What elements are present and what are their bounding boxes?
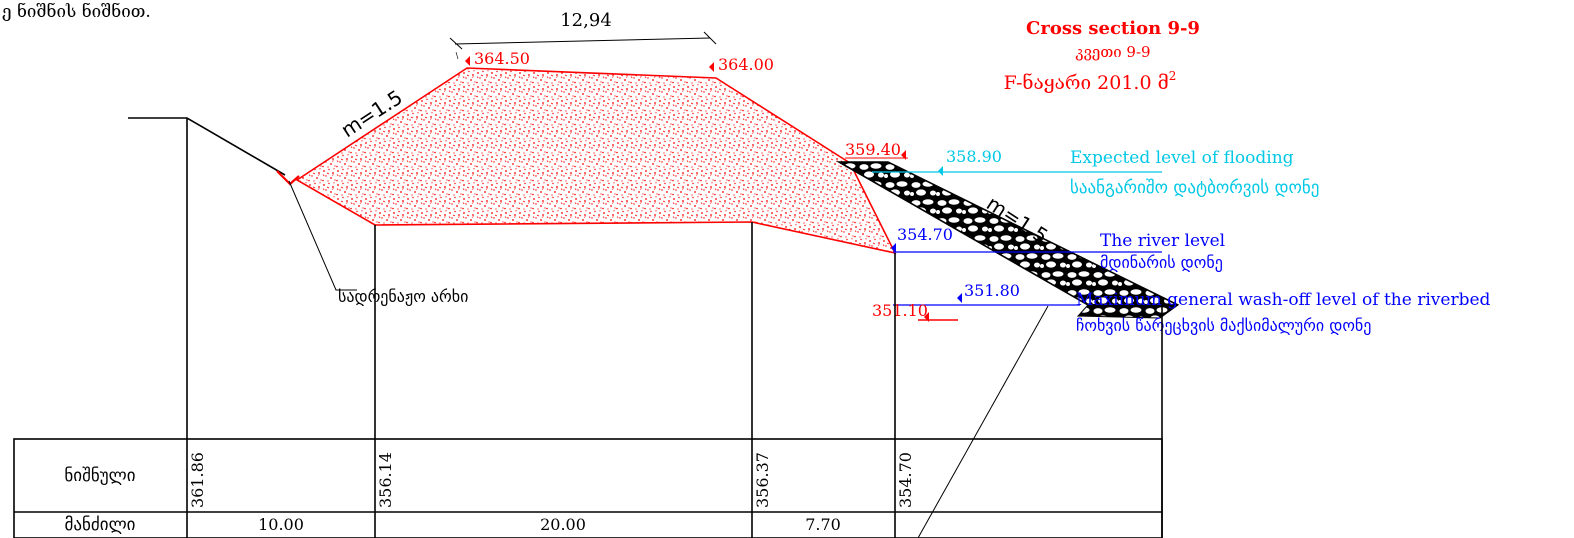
table-row-label-distance: მანძილი <box>65 515 136 535</box>
table-row-label-marks: ნიშნული <box>64 466 135 486</box>
ground-line <box>128 117 286 176</box>
drain-leader <box>288 180 357 291</box>
top-dimension <box>449 31 717 60</box>
drain-label: სადრენაჟო არხი <box>338 287 468 306</box>
washoff-label-ka: ჩოხვის წარეცხვის მაქსიმალური დონე <box>1076 316 1371 335</box>
washoff-elev: 351.80 <box>964 281 1020 300</box>
river-elev: 354.70 <box>897 225 953 244</box>
river-label-ka: მდინარის დონე <box>1100 253 1223 272</box>
stone-toe <box>1076 304 1180 319</box>
stone-leader <box>917 305 1049 538</box>
table-distance-2: 7.70 <box>805 515 841 534</box>
toe-top-elev: 359.40 <box>845 140 901 159</box>
table-distance-1: 20.00 <box>540 515 586 534</box>
crest-right-mark: 364.00 <box>709 55 774 74</box>
crest-left-mark: 364.50 <box>465 49 530 68</box>
washoff-level: 351.80 Maximum general wash-off level of… <box>893 281 1491 335</box>
fill-area-label: F-ნაყარი 201.0 მ2 <box>1004 69 1177 94</box>
toe-top-mark: 359.40 <box>845 140 908 160</box>
drainage-ditch <box>276 170 300 186</box>
table-mark-0: 361.86 <box>188 452 207 508</box>
profile-table: ნიშნული მანძილი 361.86 356.14 356.37 354… <box>13 438 1163 538</box>
embankment-fill <box>295 67 897 255</box>
crest-right-elev: 364.00 <box>718 55 774 74</box>
section-title-ka: კვეთი 9-9 <box>1075 43 1150 61</box>
header-fragment: ე ნიშნის ნიშნით. <box>2 2 151 22</box>
crest-left-elev: 364.50 <box>474 49 530 68</box>
river-level: 354.70 The river level მდინარის დონე <box>891 225 1225 272</box>
flood-label-ka: საანგარიშო დატბორვის დონე <box>1070 178 1319 198</box>
riverbed-mark: 351.10 <box>872 301 958 322</box>
riverbed-elev: 351.10 <box>872 301 928 320</box>
river-label-en: The river level <box>1100 231 1225 251</box>
table-distance-0: 10.00 <box>258 515 304 534</box>
table-mark-1: 356.14 <box>376 452 395 508</box>
table-mark-2: 356.37 <box>753 452 772 508</box>
fill-area-sup: 2 <box>1169 69 1177 83</box>
flood-label-en: Expected level of flooding <box>1070 148 1294 168</box>
section-title-en: Cross section 9-9 <box>1026 18 1200 39</box>
flood-elev: 358.90 <box>946 147 1002 166</box>
top-dimension-value: 12,94 <box>560 10 612 31</box>
fill-area-prefix: F-ნაყარი 201.0 მ <box>1004 72 1169 94</box>
flood-level: 358.90 Expected level of flooding საანგა… <box>872 147 1319 198</box>
washoff-label-en: Maximum general wash-off level of the ri… <box>1076 290 1491 310</box>
table-mark-3: 354.70 <box>896 452 915 508</box>
